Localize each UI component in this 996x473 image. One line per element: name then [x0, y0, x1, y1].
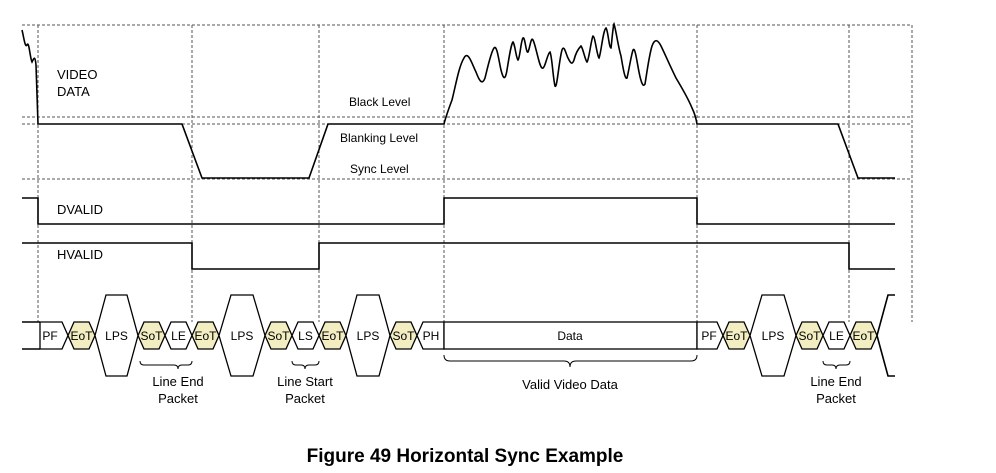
lps-state-label: LPS [357, 329, 380, 343]
figure-caption: Figure 49 Horizontal Sync Example [306, 446, 624, 467]
dvalid-label: DVALID [57, 202, 103, 217]
sot-packet-label: SoT [798, 329, 821, 343]
horizontal-sync-timing-diagram: VIDEO DATA DVALID HVALID Black Level Bla… [21, 21, 913, 406]
line-start-annotation-line1: Line Start [277, 374, 333, 389]
lps-state-label: LPS [105, 329, 128, 343]
eot-packet-label: EoT [70, 329, 93, 343]
data-payload [443, 321, 698, 350]
valid-video-brace [443, 354, 698, 368]
pf-packet-label: PF [42, 329, 57, 343]
annotation-braces [139, 354, 851, 370]
pf-packet [39, 321, 69, 350]
le-packet-label: LE [829, 329, 844, 343]
ph-packet-label: PH [423, 329, 440, 343]
grid-lines [22, 24, 913, 322]
video-data-waveform [21, 21, 895, 179]
eot-packet-label: EoT [321, 329, 344, 343]
line-end-brace [139, 360, 193, 370]
line-end-annotation-2-line2: Packet [816, 391, 856, 406]
valid-video-data-annotation: Valid Video Data [522, 377, 618, 392]
video-data-label-line1: VIDEO [57, 67, 97, 82]
ls-packet-label: LS [298, 329, 313, 343]
le-packet-label: LE [171, 329, 186, 343]
line-start-brace [291, 360, 320, 370]
video-data-label-line2: DATA [57, 84, 90, 99]
sot-packet-label: SoT [267, 329, 290, 343]
eot-packet-label: EoT [194, 329, 217, 343]
line-end-brace-2 [822, 360, 851, 370]
data-payload-label: Data [557, 329, 583, 343]
pf-packet-label: PF [701, 329, 716, 343]
packet-stream: PF EoT LPS SoT LE EoT LPS SoT LS EoT LPS… [22, 294, 895, 377]
sot-packet-label: SoT [140, 329, 163, 343]
sot-packet-label: SoT [392, 329, 415, 343]
blanking-level-label: Blanking Level [340, 131, 418, 145]
hvalid-waveform [22, 242, 895, 270]
line-end-annotation-line1: Line End [152, 374, 203, 389]
eot-packet-label: EoT [852, 329, 875, 343]
lps-state-label: LPS [231, 329, 254, 343]
pf-packet [696, 321, 724, 350]
sync-level-label: Sync Level [350, 162, 409, 176]
line-end-annotation-2-line1: Line End [810, 374, 861, 389]
lps-state-label: LPS [762, 329, 785, 343]
hvalid-label: HVALID [57, 247, 103, 262]
line-end-annotation-line2: Packet [158, 391, 198, 406]
dvalid-waveform [22, 197, 895, 225]
black-level-label: Black Level [349, 95, 410, 109]
line-start-annotation-line2: Packet [285, 391, 325, 406]
eot-packet-label: EoT [725, 329, 748, 343]
